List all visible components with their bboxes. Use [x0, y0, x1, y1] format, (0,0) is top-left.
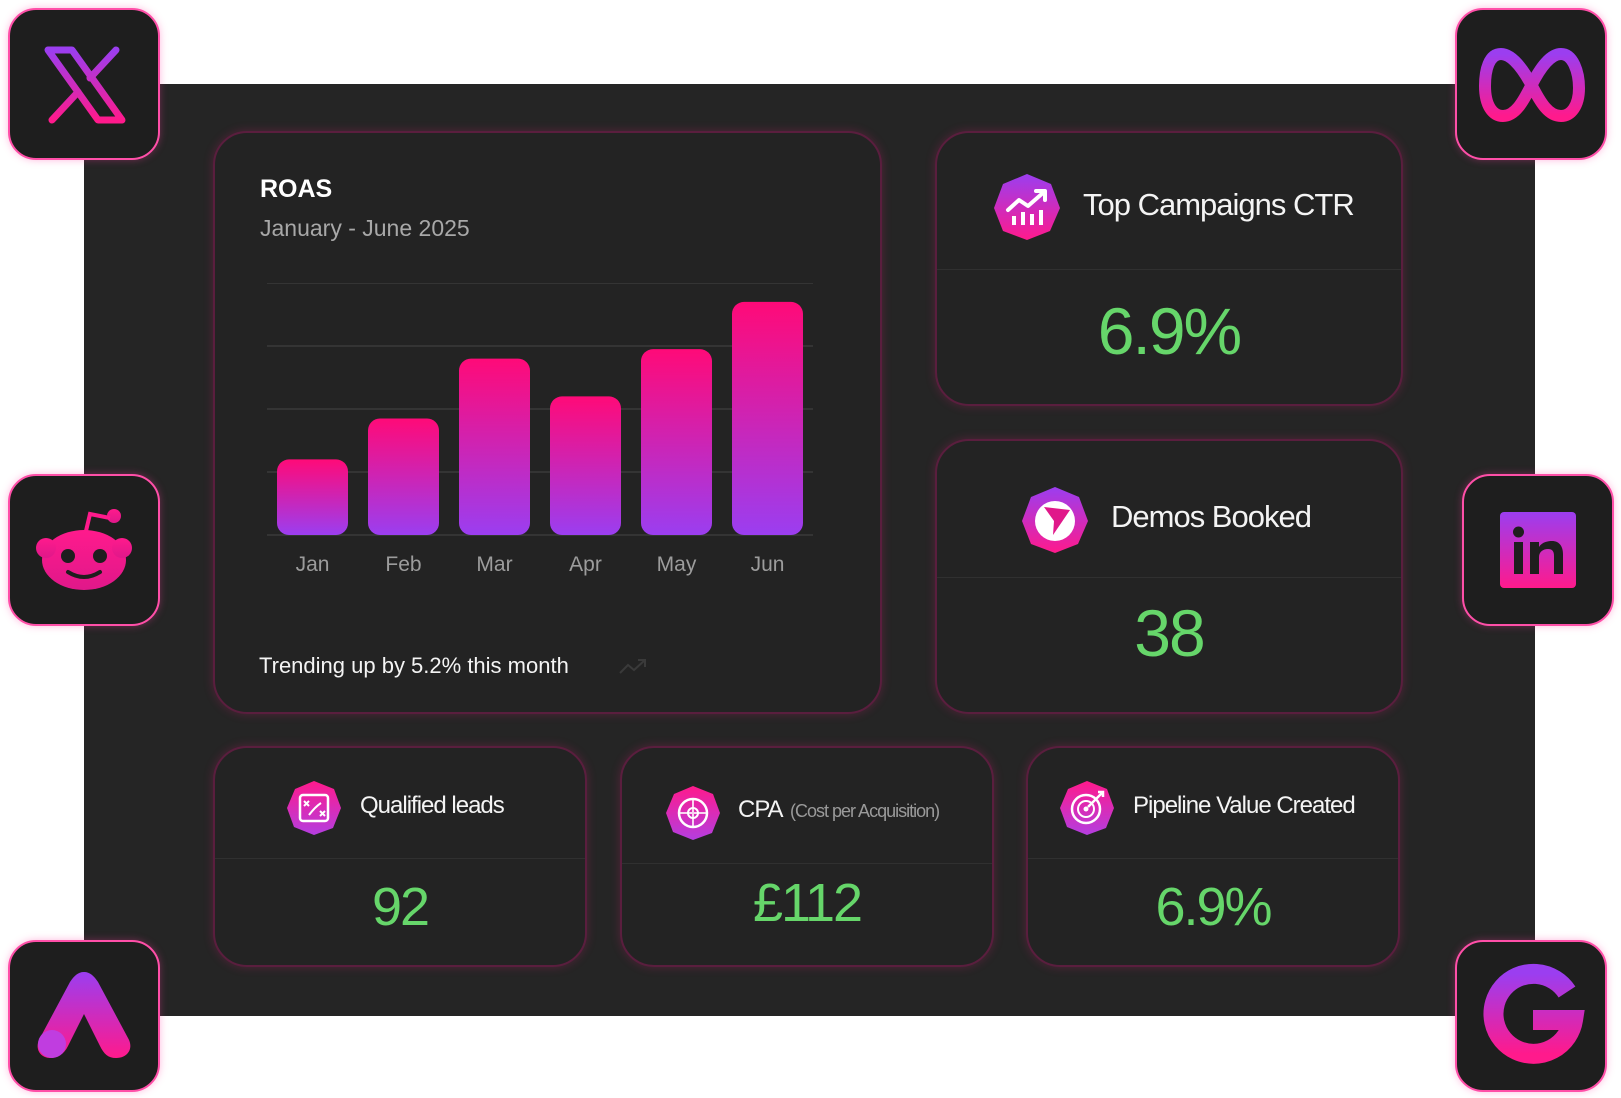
google-logo: [1455, 940, 1607, 1092]
bar-feb: [368, 418, 439, 535]
demos-title: Demos Booked: [1111, 499, 1312, 534]
reddit-logo: [8, 474, 160, 626]
meta-logo: [1455, 8, 1607, 160]
adroll-logo: [8, 940, 160, 1092]
cpa-subtitle: (Cost per Acquisition): [790, 801, 940, 821]
bar-jun: [732, 301, 803, 535]
google-icon: [1483, 963, 1585, 1064]
cpa-value: £112: [752, 873, 863, 933]
cpa-label: CPA: [738, 796, 784, 823]
leads-title: Qualified leads: [360, 792, 505, 819]
strategy-board-icon: [287, 781, 341, 835]
trend-up-icon: [619, 659, 646, 674]
ctr-value: 6.9%: [1097, 294, 1242, 368]
reddit-icon: [36, 509, 132, 590]
x-tick-label: Jun: [750, 553, 785, 576]
roas-title: ROAS: [260, 175, 333, 203]
roas-bar-chart: [267, 283, 813, 536]
cpa-card: CPA (Cost per Acquisition) £112: [620, 746, 994, 967]
demos-value: 38: [1134, 596, 1205, 670]
ctr-title: Top Campaigns CTR: [1083, 187, 1355, 222]
send-icon: [1022, 487, 1088, 553]
demos-card: Demos Booked 38: [935, 439, 1403, 714]
ctr-card: Top Campaigns CTR 6.9%: [935, 131, 1403, 406]
roas-card: ROAS January - June 2025 Jan Feb Mar Apr May…: [213, 131, 882, 714]
adroll-icon: [37, 972, 131, 1058]
cycle-icon: [666, 786, 720, 840]
roas-subtitle: January - June 2025: [260, 215, 470, 241]
linkedin-logo: [1462, 474, 1614, 626]
bar-mar: [459, 358, 530, 535]
pipeline-card: Pipeline Value Created 6.9%: [1026, 746, 1400, 967]
bar-jan: [277, 459, 348, 535]
cpa-title: CPA (Cost per Acquisition): [738, 796, 940, 824]
target-icon: [1060, 781, 1114, 835]
x-tick-label: Jan: [295, 553, 330, 576]
linkedin-icon: [1500, 512, 1576, 588]
x-tick-label: Apr: [569, 553, 602, 576]
x-tick-label: May: [656, 553, 697, 576]
x-tick-label: Feb: [385, 553, 422, 576]
x-icon: [44, 46, 126, 124]
x-logo: [8, 8, 160, 160]
trending-chart-icon: [994, 174, 1060, 240]
leads-card: Qualified leads 92: [213, 746, 587, 967]
x-tick-label: Mar: [476, 553, 513, 576]
pipeline-value: 6.9%: [1155, 877, 1272, 937]
leads-value: 92: [371, 877, 430, 937]
bar-may: [641, 349, 712, 535]
meta-icon: [1478, 47, 1586, 123]
roas-trend-text: Trending up by 5.2% this month: [259, 653, 569, 678]
bar-apr: [550, 396, 621, 535]
pipeline-title: Pipeline Value Created: [1133, 792, 1356, 819]
